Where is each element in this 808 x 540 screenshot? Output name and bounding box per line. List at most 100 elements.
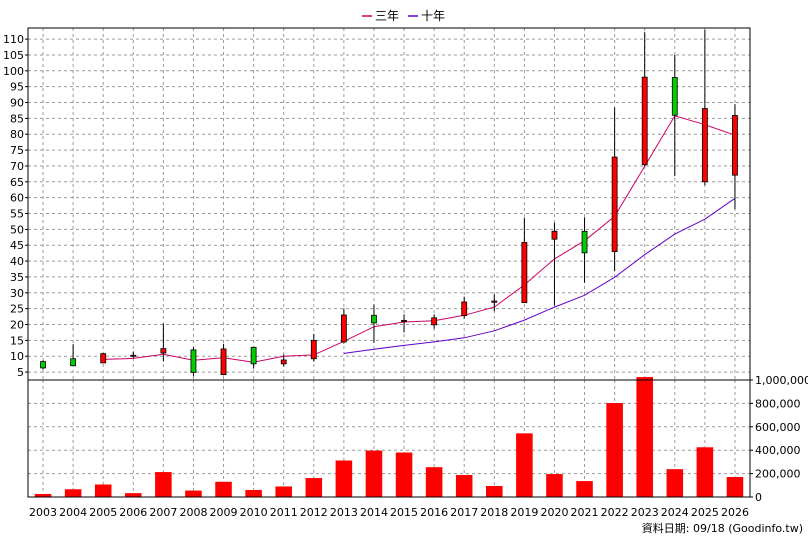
candle-body [401, 319, 407, 323]
volume-bar [666, 469, 684, 497]
volume-tick-label: 0 [755, 491, 762, 504]
candle-body [551, 230, 558, 240]
x-tick-label: 2011 [270, 506, 298, 519]
volume-plot-frame [27, 379, 751, 498]
legend: 三年 十年 [362, 9, 445, 23]
x-tick-label: 2008 [179, 506, 207, 519]
candle [371, 304, 377, 343]
volume-tick-label: 400,000 [755, 444, 801, 457]
candle [130, 351, 137, 359]
price-y-axis: 5 10 15 20 25 30 35 40 45 50 55 60 65 70 75 80 85 90 95 100… [3, 33, 28, 379]
x-tick-label: 2006 [119, 506, 147, 519]
candle-body [521, 241, 528, 304]
price-tick-label: 80 [10, 128, 24, 141]
candle [551, 222, 558, 306]
x-tick-label: 2021 [571, 506, 599, 519]
candle [401, 314, 407, 333]
x-tick-label: 2014 [360, 506, 388, 519]
legend-label-10y: 十年 [421, 9, 445, 23]
x-tick-label: 2022 [601, 506, 629, 519]
volume-bar [335, 460, 353, 497]
volume-bar [305, 478, 323, 497]
candlesticks [40, 29, 738, 377]
volume-bar [606, 403, 623, 497]
candle [310, 334, 317, 362]
volume-bars [34, 377, 744, 497]
candle-body [190, 349, 197, 373]
x-tick-label: 2018 [480, 506, 508, 519]
candle [280, 354, 287, 367]
candle-body [130, 354, 137, 357]
x-tick-label: 2016 [420, 506, 448, 519]
x-tick-label: 2010 [240, 506, 268, 519]
price-tick-label: 70 [10, 160, 24, 173]
volume-bar [275, 486, 292, 497]
candle-body [220, 348, 227, 376]
candle [100, 353, 107, 364]
ma-line-10y [343, 197, 736, 354]
volume-bar [576, 481, 593, 497]
price-tick-label: 105 [3, 49, 24, 62]
candle-body [461, 301, 468, 317]
volume-bar [546, 474, 563, 497]
moving-average-lines [103, 115, 736, 363]
price-tick-label: 45 [10, 239, 24, 252]
volume-bar [94, 484, 112, 497]
volume-bar [185, 490, 202, 497]
candle-body [671, 77, 678, 116]
candle [160, 323, 167, 362]
volume-tick-label: 200,000 [755, 468, 801, 481]
price-tick-label: 65 [10, 176, 24, 189]
price-tick-label: 25 [10, 303, 24, 316]
volume-bar [215, 481, 232, 497]
price-tick-label: 15 [10, 334, 24, 347]
volume-bar [455, 475, 473, 497]
candle-body [371, 314, 377, 324]
volume-bar [425, 467, 443, 497]
candle [250, 346, 257, 369]
candle [431, 314, 438, 329]
candle-body [160, 348, 167, 354]
x-tick-label: 2023 [631, 506, 659, 519]
candle-body [732, 115, 738, 176]
volume-bar [365, 450, 383, 497]
price-tick-label: 50 [10, 223, 24, 236]
volume-bar [486, 486, 503, 497]
price-tick-label: 40 [10, 255, 24, 268]
volume-bar [125, 493, 142, 497]
x-tick-label: 2020 [540, 506, 568, 519]
candle [581, 217, 588, 283]
x-tick-label: 2026 [721, 506, 749, 519]
volume-tick-label: 1,000,000 [755, 374, 808, 387]
volume-bar [696, 447, 714, 497]
price-tick-label: 110 [3, 33, 24, 46]
candle [70, 344, 77, 367]
x-tick-label: 2024 [661, 506, 689, 519]
volume-bar [516, 433, 533, 497]
candle [641, 32, 648, 167]
candle [220, 343, 227, 376]
candle [40, 360, 46, 370]
candle [611, 107, 618, 272]
ma-line-3y [103, 115, 736, 363]
x-tick-label: 2025 [691, 506, 719, 519]
volume-bar [155, 472, 172, 497]
price-tick-label: 10 [10, 350, 24, 363]
x-tick-label: 2003 [29, 506, 57, 519]
candle-body [581, 230, 588, 254]
candle [732, 104, 738, 210]
candle [491, 294, 498, 312]
x-tick-label: 2009 [210, 506, 238, 519]
x-tick-label: 2019 [510, 506, 538, 519]
price-tick-label: 30 [10, 287, 24, 300]
price-tick-label: 100 [3, 65, 24, 78]
candle-body [611, 156, 618, 252]
x-axis: 2003 2004 2005 2006 2007 2008 2009 2010 2011 2012… [29, 506, 749, 519]
candle [521, 217, 528, 304]
volume-tick-label: 600,000 [755, 421, 801, 434]
candle [190, 347, 197, 377]
candle-body [701, 108, 708, 183]
x-tick-label: 2004 [59, 506, 87, 519]
source-label: 資料日期: 09/18 (Goodinfo.tw) [642, 521, 803, 535]
candle-body [310, 339, 317, 360]
